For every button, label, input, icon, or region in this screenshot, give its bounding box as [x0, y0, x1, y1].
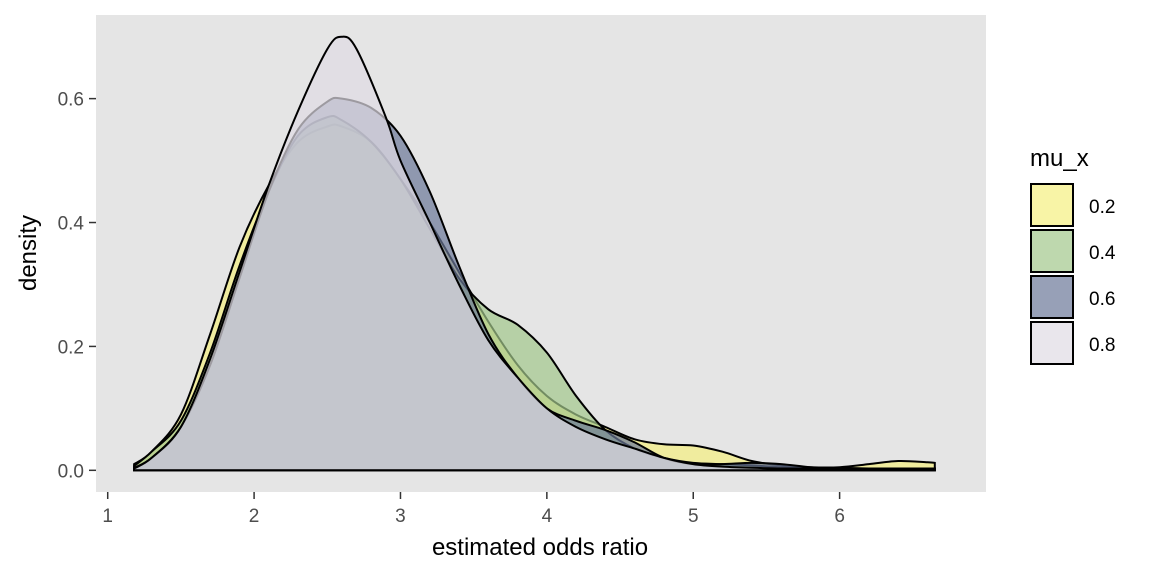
legend: mu_x 0.2 0.4 0.6 0.8 [1030, 145, 1116, 365]
y-tick-label: 0.2 [58, 337, 84, 358]
y-axis-title: density [15, 215, 42, 291]
y-tick-label: 0.6 [58, 90, 84, 111]
x-tick-label: 4 [542, 506, 553, 527]
x-tick-label: 1 [102, 506, 113, 527]
density-areas [133, 35, 936, 472]
density-area-0-8 [133, 35, 936, 472]
x-axis-ticks: 1 2 3 4 5 6 [102, 492, 845, 527]
x-tick-label: 6 [834, 506, 845, 527]
legend-label: 0.8 [1089, 335, 1115, 356]
y-tick-label: 0.4 [58, 214, 85, 235]
legend-key-0-4 [1030, 229, 1074, 273]
legend-key-0-2 [1030, 183, 1074, 227]
legend-key-0-8 [1030, 321, 1074, 365]
legend-label: 0.6 [1089, 289, 1115, 310]
x-axis-title: estimated odds ratio [432, 534, 648, 561]
x-tick-label: 2 [249, 506, 260, 527]
legend-title: mu_x [1030, 145, 1089, 172]
y-axis-ticks: 0.0 0.2 0.4 0.6 [58, 90, 96, 482]
x-tick-label: 3 [395, 506, 406, 527]
legend-key-0-6 [1030, 275, 1074, 319]
legend-label: 0.2 [1089, 197, 1115, 218]
legend-label: 0.4 [1089, 243, 1116, 264]
y-tick-label: 0.0 [58, 461, 84, 482]
x-tick-label: 5 [688, 506, 699, 527]
